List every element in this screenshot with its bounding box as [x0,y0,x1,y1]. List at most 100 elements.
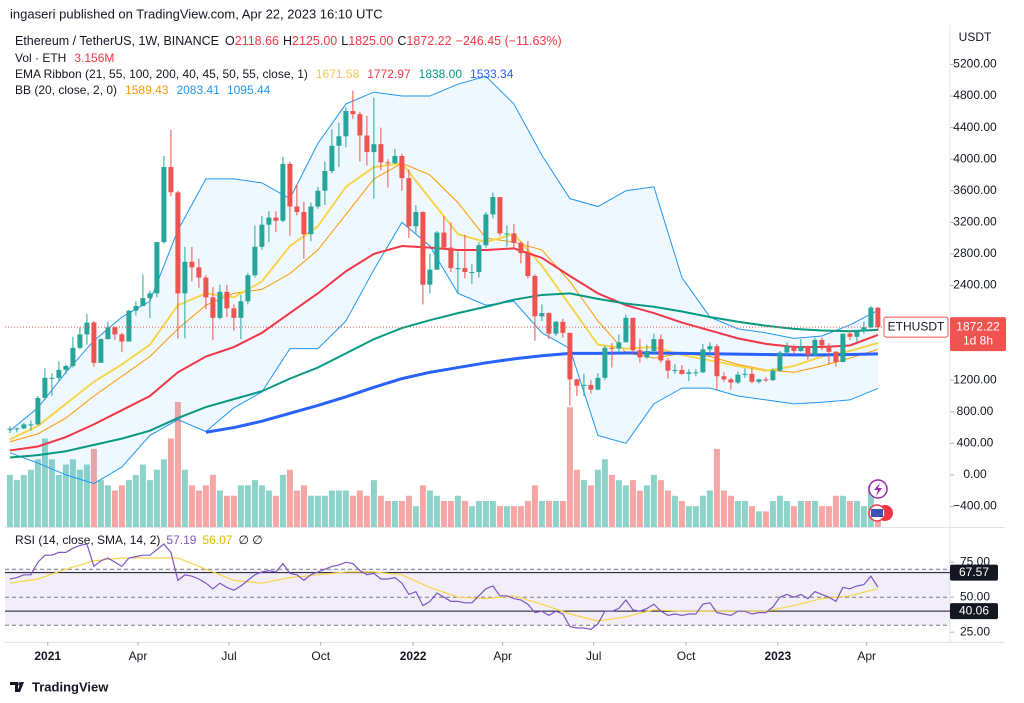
volume-bar [398,500,405,527]
volume-bar [90,448,97,527]
volume-bar [608,474,615,527]
candle-body [231,308,237,318]
volume-bar [111,490,118,527]
volume-bar [496,506,503,527]
volume-bar [594,469,601,527]
volume-bar [286,469,293,527]
candle-body [294,206,300,213]
plot-area [5,75,950,527]
symbol: Ethereum / TetherUS, 1W, BINANCE [15,34,219,48]
volume-bar [839,495,846,527]
volume-bar [48,459,55,527]
candle-body [203,277,209,298]
rsi-sma-line [9,557,879,622]
indicator-line [205,351,878,434]
candle-body [70,347,76,366]
bb-fill [9,76,878,484]
candle-body [567,332,573,380]
candle-body [560,321,566,333]
candle-body [217,291,223,318]
candle-body [238,301,244,318]
volume-bar [279,474,286,527]
volume-bar [139,464,146,527]
l-value: 1825.00 [348,34,393,48]
volume-bar [272,495,279,527]
volume-bar [818,506,825,527]
candle-body [770,370,776,381]
volume-bar [349,495,356,527]
candle-body [539,313,545,317]
legend-row: RSI (14, close, SMA, 14, 2) 57.19 56.07 ∅ ∅ [15,533,263,547]
volume-bar [671,495,678,527]
candle-body [406,178,412,227]
volume-bar [797,500,804,527]
volume-bar [832,495,839,527]
candle-body [140,298,146,306]
candle-body [427,269,433,285]
volume-bar [636,490,643,527]
volume-bar [307,495,314,527]
volume-bar [370,480,377,527]
price-tag-symbol: ETHUSDT [888,319,945,333]
volume-bar [328,490,335,527]
volume-bar [230,495,237,527]
bb-value: 2083.41 [176,83,220,97]
candle-body [7,428,13,430]
vol-value: 3.156M [74,51,114,65]
candle-body [637,350,643,358]
x-tick-label: Jul [221,649,236,663]
bb-label: BB (20, close, 2, 0) [15,83,117,97]
candle-body [413,212,419,227]
volume-bar [762,511,769,527]
candle-body [56,369,62,378]
candle-body [847,333,853,337]
candle-body [483,214,489,246]
candle-body [791,346,797,351]
horizontal-line-label-bg [950,564,998,581]
candle-body [469,272,475,274]
rsi-line [9,543,879,631]
volume-bar [601,459,608,527]
volume-bar [55,474,62,527]
volume-bar [314,495,321,527]
volume-bar [391,500,398,527]
volume-bar [160,459,167,527]
candle-body [581,384,587,386]
volume-bar [776,495,783,527]
main-pane [6,75,881,527]
volume-bar [531,485,538,527]
volume-bar [300,485,307,527]
volume-bar [76,469,83,527]
indicator-line [9,221,879,485]
ema-value: 1772.97 [367,67,411,81]
volume-bar [468,506,475,527]
candle-body [392,156,398,164]
horizontal-line-label: 40.06 [959,603,989,617]
volume-bar [216,490,223,527]
candle-body [497,197,503,234]
vol-label: Vol · ETH [15,51,66,65]
candle-body [812,339,818,355]
volume-bar [685,506,692,527]
legend-row: Vol · ETH 3.156M [15,51,114,65]
ema-value: 1838.00 [419,67,463,81]
volume-bar [363,495,370,527]
candle-body [273,217,279,221]
volume-bar [146,480,153,527]
volume-bar [629,480,636,527]
rsi-sma-value: 56.07 [202,533,232,547]
candle-body [840,333,846,363]
y-tick-label: 400.00 [957,436,994,450]
c-label: C [397,34,406,48]
candle-body [182,261,188,294]
candle-body [532,276,538,317]
volume-bar [804,500,811,527]
volume-bar [741,500,748,527]
y-tick-label: 2400.00 [953,278,997,292]
y-tick-label: 800.00 [957,404,994,418]
volume-bar [412,506,419,527]
candle-body [665,360,671,371]
volume-bar [811,500,818,527]
volume-bar [678,500,685,527]
candle-body [756,379,762,382]
